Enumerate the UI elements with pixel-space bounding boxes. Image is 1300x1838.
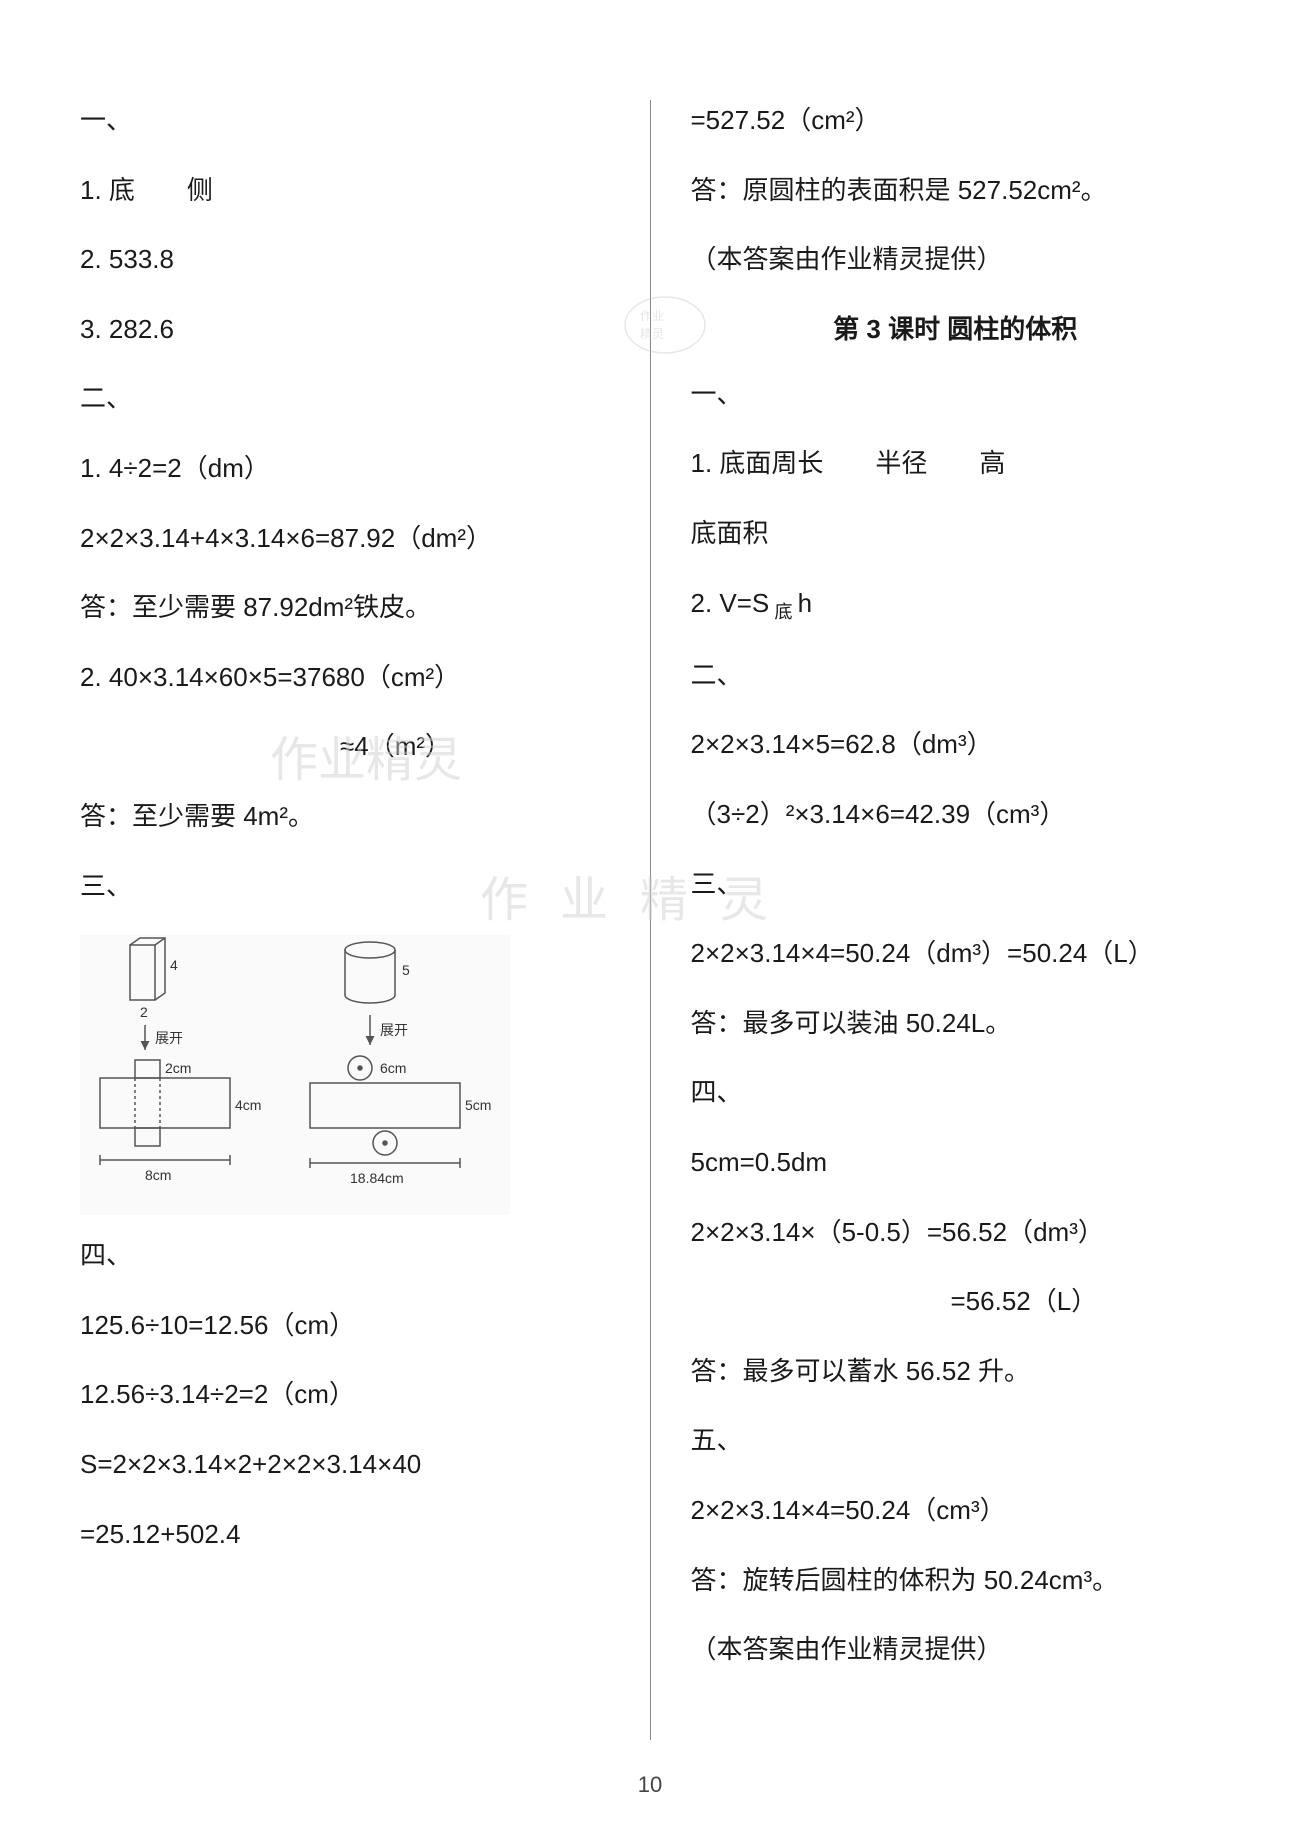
svg-text:2cm: 2cm [165, 1060, 191, 1076]
r-1-1b: 底面积 [691, 513, 1221, 555]
item-2-3: 答：至少需要 87.92dm²铁皮。 [80, 587, 610, 629]
svg-text:5: 5 [402, 962, 410, 978]
r-1-2: 2. V=S 底 h [691, 583, 1221, 627]
item-4-1: 125.6÷10=12.56（cm） [80, 1305, 610, 1347]
svg-text:6cm: 6cm [380, 1060, 406, 1076]
r-sec1: 一、 [691, 374, 1221, 416]
r-5-3: （本答案由作业精灵提供） [691, 1629, 1221, 1671]
r-sec3: 三、 [691, 864, 1221, 906]
r-sec5: 五、 [691, 1420, 1221, 1462]
svg-text:18.84cm: 18.84cm [350, 1170, 404, 1186]
item-2-2: 2×2×3.14+4×3.14×6=87.92（dm²） [80, 518, 610, 560]
r-3-2: 答：最多可以装油 50.24L。 [691, 1003, 1221, 1045]
r-answer-1: 答：原圆柱的表面积是 527.52cm²。 [691, 170, 1221, 212]
r-4-1: 5cm=0.5dm [691, 1142, 1221, 1184]
r-2-2: （3÷2）²×3.14×6=42.39（cm³） [691, 794, 1221, 836]
r-3-1: 2×2×3.14×4=50.24（dm³）=50.24（L） [691, 933, 1221, 975]
item-1-2: 2. 533.8 [80, 239, 610, 281]
section-1-heading: 一、 [80, 100, 610, 142]
svg-text:5cm: 5cm [465, 1097, 491, 1113]
svg-text:8cm: 8cm [145, 1167, 171, 1183]
svg-text:4: 4 [170, 957, 178, 973]
section-2-heading: 二、 [80, 378, 610, 420]
item-1-3: 3. 282.6 [80, 309, 610, 351]
svg-text:2: 2 [140, 1004, 148, 1020]
r-5-2: 答：旋转后圆柱的体积为 50.24cm³。 [691, 1560, 1221, 1602]
item-4-4: =25.12+502.4 [80, 1514, 610, 1556]
item-2-5: ≈4（m²） [80, 726, 610, 768]
svg-text:4cm: 4cm [235, 1097, 261, 1113]
item-4-2: 12.56÷3.14÷2=2（cm） [80, 1374, 610, 1416]
svg-text:展开: 展开 [380, 1022, 408, 1038]
r-cont-1: =527.52（cm²） [691, 100, 1221, 142]
section-3-heading: 三、 [80, 866, 610, 908]
r-4-2: 2×2×3.14×（5-0.5）=56.52（dm³） [691, 1212, 1221, 1254]
sub-di: 底 [769, 602, 797, 622]
left-column: 一、 1. 底 侧 2. 533.8 3. 282.6 二、 1. 4÷2=2（… [60, 100, 650, 1740]
r-sec4: 四、 [691, 1072, 1221, 1114]
lesson-heading: 第 3 课时 圆柱的体积 [691, 309, 1221, 346]
geometry-diagram: 4 2 展开 2cm 4cm 8cm [80, 935, 510, 1215]
item-1-1: 1. 底 侧 [80, 170, 610, 212]
r-5-1: 2×2×3.14×4=50.24（cm³） [691, 1490, 1221, 1532]
diagram-svg: 4 2 展开 2cm 4cm 8cm [80, 935, 510, 1215]
page-number: 10 [638, 1772, 662, 1798]
item-4-3: S=2×2×3.14×2+2×2×3.14×40 [80, 1444, 610, 1486]
r-sec2: 二、 [691, 655, 1221, 697]
r-1-1a: 1. 底面周长 半径 高 [691, 443, 1221, 485]
r-4-4: 答：最多可以蓄水 56.52 升。 [691, 1351, 1221, 1393]
item-2-1: 1. 4÷2=2（dm） [80, 448, 610, 490]
svg-text:精灵: 精灵 [640, 327, 664, 341]
right-column: =527.52（cm²） 答：原圆柱的表面积是 527.52cm²。 （本答案由… [651, 100, 1241, 1740]
stamp-seal: 作业 精灵 [620, 290, 710, 360]
svg-text:展开: 展开 [155, 1030, 183, 1046]
item-2-4: 2. 40×3.14×60×5=37680（cm²） [80, 657, 610, 699]
r-4-3: =56.52（L） [691, 1281, 1221, 1323]
svg-text:作业: 作业 [640, 309, 664, 323]
section-4-heading: 四、 [80, 1235, 610, 1277]
item-2-6: 答：至少需要 4m²。 [80, 796, 610, 838]
r-credit-1: （本答案由作业精灵提供） [691, 239, 1221, 281]
r-2-1: 2×2×3.14×5=62.8（dm³） [691, 724, 1221, 766]
